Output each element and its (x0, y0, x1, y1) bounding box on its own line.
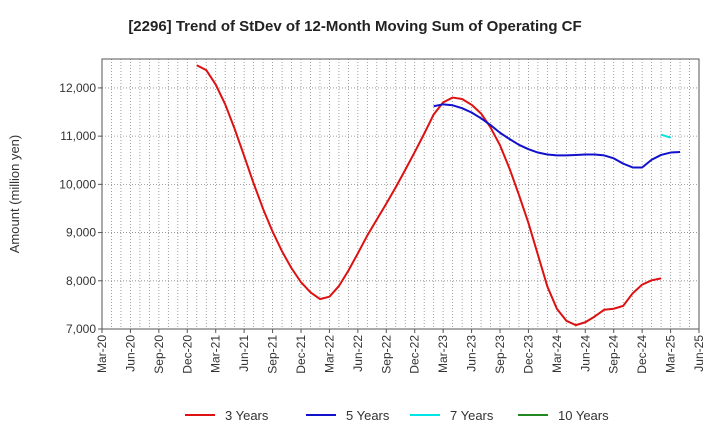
x-axis: Mar-20 Jun-20 Sep-20 Dec-20 Mar-21 Jun-21 Sep-… (95, 329, 706, 374)
y-tick-label: 9,000 (66, 226, 96, 240)
x-tick-label: Dec-20 (180, 335, 194, 374)
legend-label-5-years: 5 Years (346, 408, 390, 423)
x-tick-label: Sep-20 (152, 335, 166, 374)
x-tick-label: Jun-25 (692, 335, 706, 372)
legend-label-7-years: 7 Years (450, 408, 494, 423)
y-tick-label: 8,000 (66, 274, 96, 288)
grid (102, 59, 699, 329)
x-tick-label: Jun-24 (578, 335, 592, 372)
x-tick-label: Mar-20 (95, 335, 109, 373)
x-tick-label: Dec-22 (408, 335, 422, 374)
legend-label-10-years: 10 Years (558, 408, 609, 423)
x-tick-label: Sep-22 (379, 335, 393, 374)
y-tick-label: 10,000 (59, 177, 96, 191)
legend: 3 Years 5 Years 7 Years 10 Years (185, 408, 609, 423)
plot-frame (101, 58, 700, 330)
x-tick-label: Jun-22 (351, 335, 365, 372)
y-tick-label: 11,000 (60, 129, 96, 143)
series-layer (196, 64, 681, 327)
series-line-3-years (196, 64, 662, 327)
series-line-5-years (433, 103, 681, 169)
y-tick-label: 12,000 (59, 81, 96, 95)
y-tick-label: 7,000 (66, 322, 96, 336)
x-tick-label: Mar-22 (322, 335, 336, 373)
x-tick-label: Jun-21 (237, 335, 251, 372)
x-tick-label: Mar-21 (209, 335, 223, 373)
x-tick-label: Dec-21 (294, 335, 308, 374)
x-tick-label: Sep-21 (266, 335, 280, 374)
x-tick-label: Jun-20 (123, 335, 137, 372)
x-tick-label: Sep-23 (493, 335, 507, 374)
x-tick-label: Sep-24 (607, 335, 621, 374)
chart-title: [2296] Trend of StDev of 12-Month Moving… (128, 18, 581, 35)
x-tick-label: Mar-25 (664, 335, 678, 373)
series-line-7-years (660, 133, 671, 139)
x-tick-label: Mar-24 (550, 335, 564, 373)
y-axis-label: Amount (million yen) (7, 135, 22, 254)
x-tick-label: Mar-23 (436, 335, 450, 373)
x-tick-label: Dec-24 (635, 335, 649, 374)
y-axis: 7,000 8,000 9,000 10,000 11,000 12,000 (59, 81, 102, 336)
x-tick-label: Dec-23 (521, 335, 535, 374)
x-tick-label: Jun-23 (465, 335, 479, 372)
legend-label-3-years: 3 Years (225, 408, 269, 423)
